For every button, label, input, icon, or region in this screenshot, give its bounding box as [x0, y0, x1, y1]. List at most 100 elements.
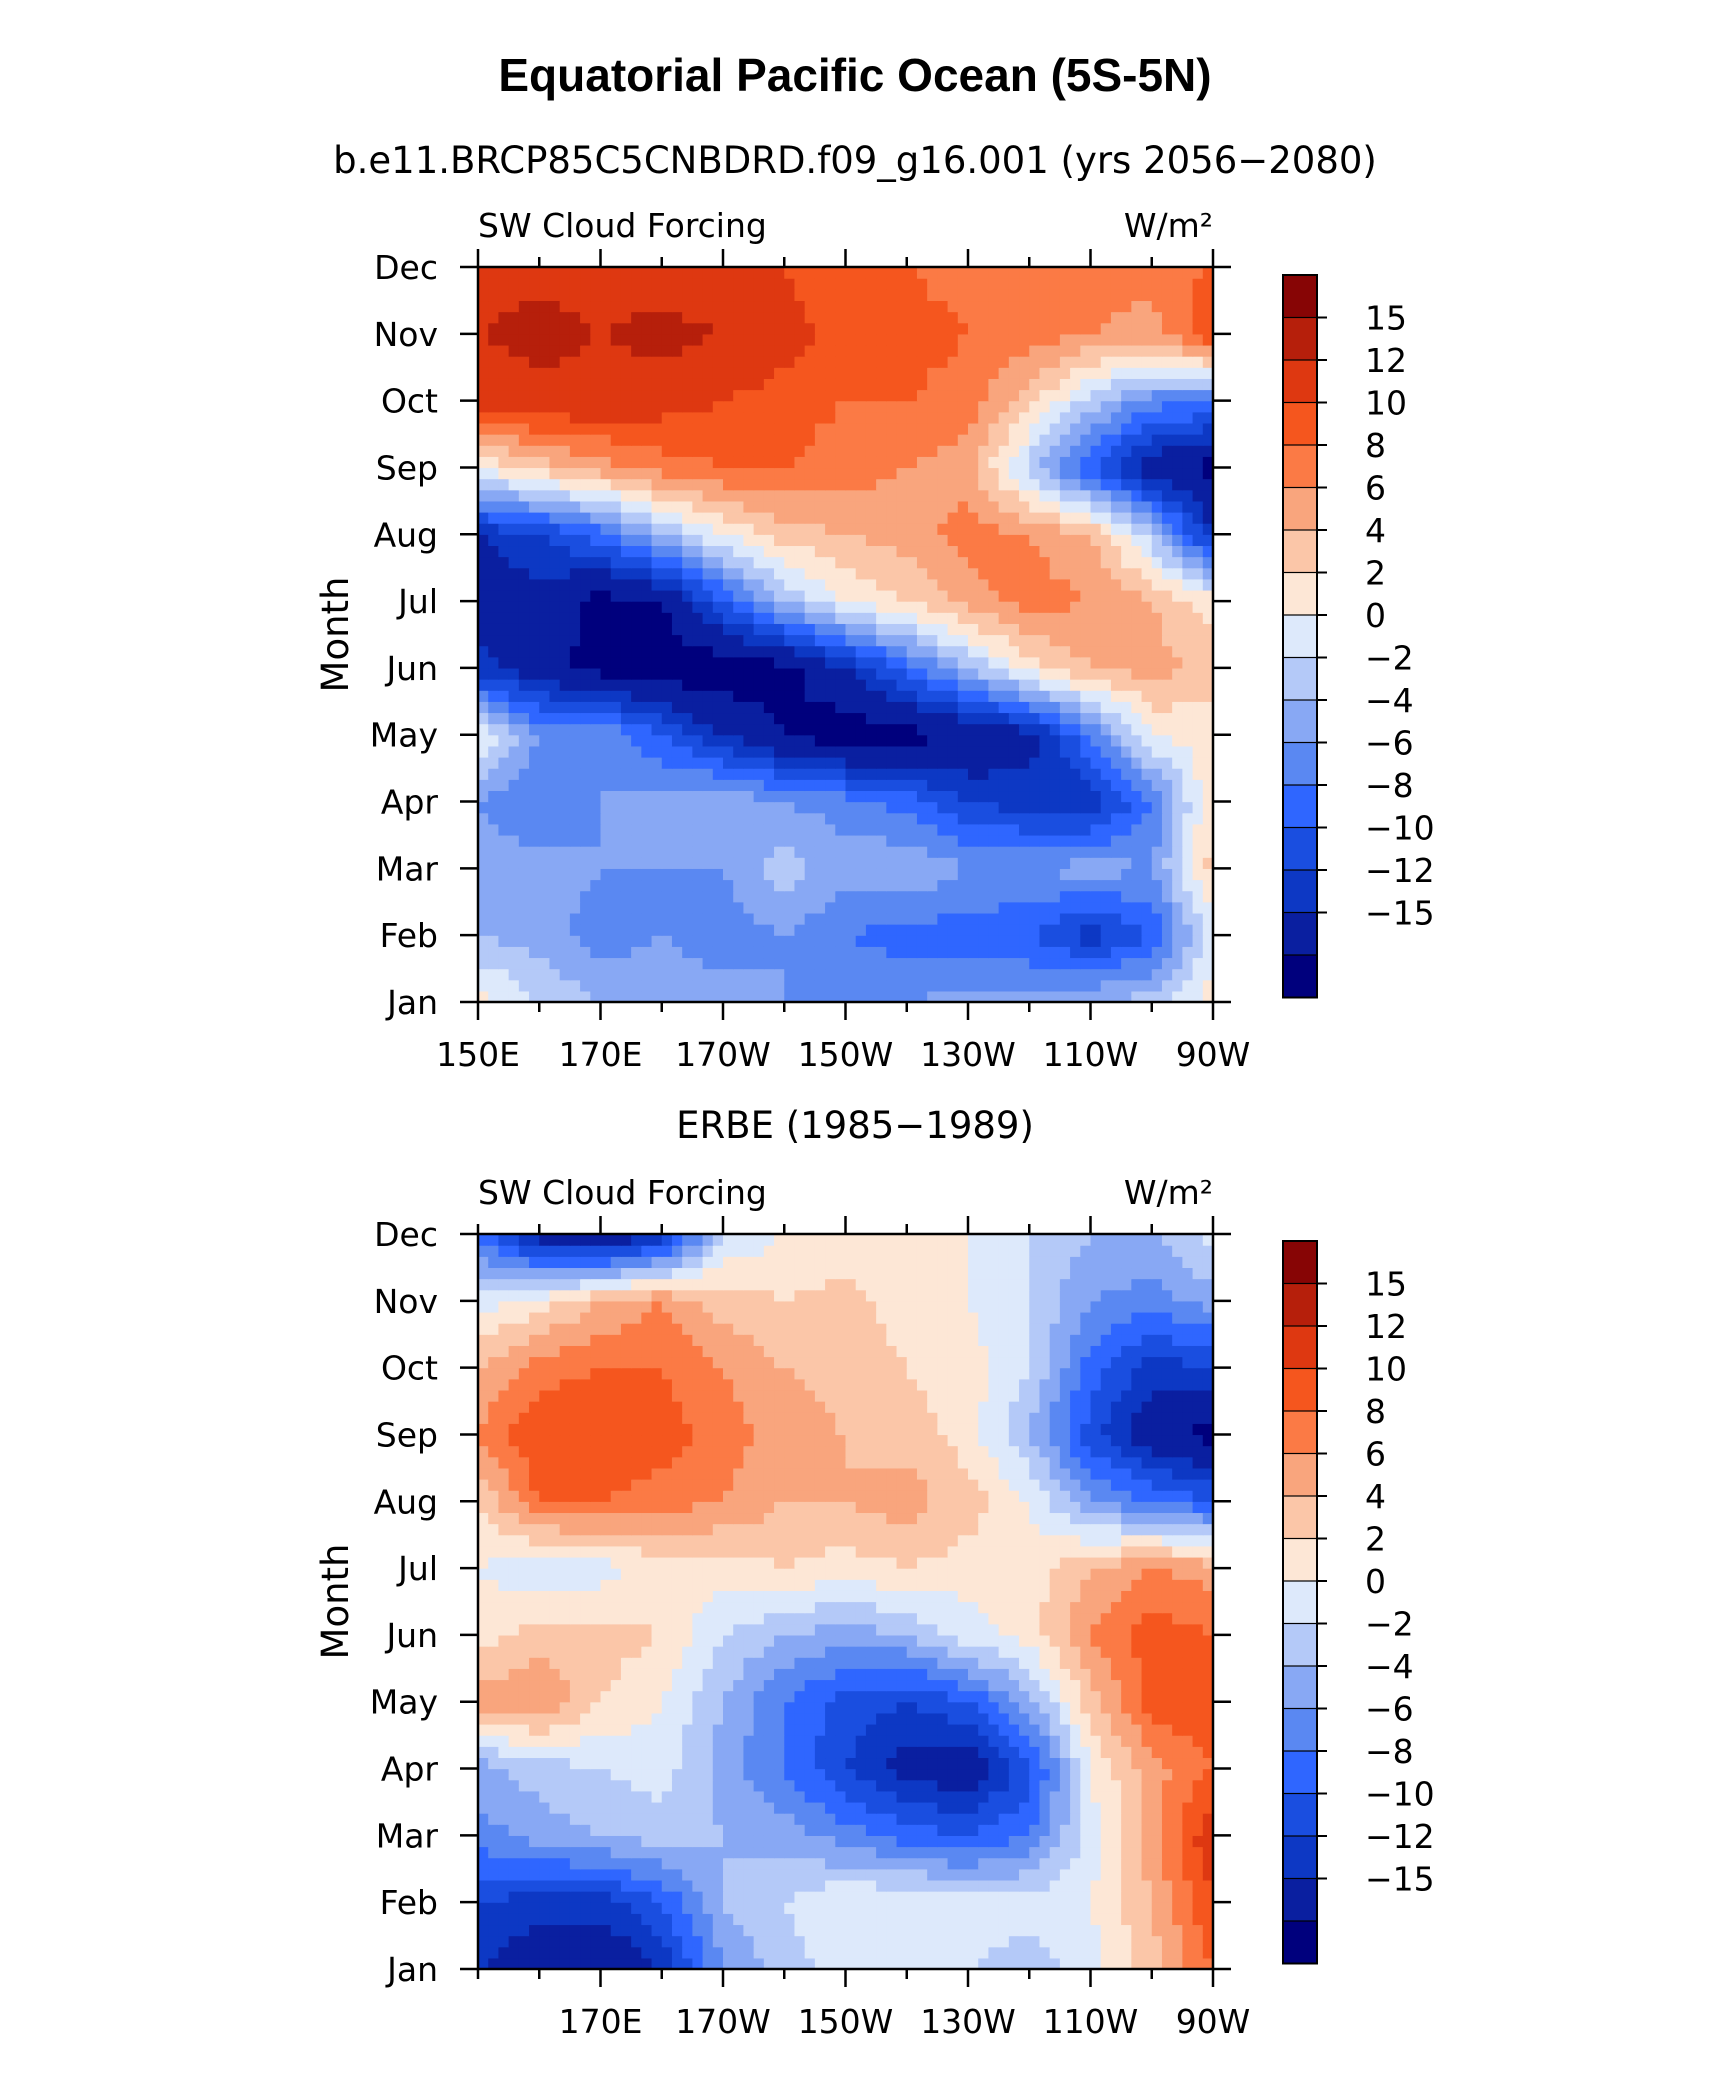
heatmap-cell: [671, 1946, 683, 1959]
heatmap-cell: [559, 779, 571, 792]
heatmap-cell: [845, 990, 857, 1003]
heatmap-cell: [947, 868, 959, 881]
heatmap-cell: [682, 768, 693, 780]
heatmap-cell: [692, 924, 704, 936]
heatmap-cell: [478, 990, 489, 1003]
heatmap-cell: [865, 768, 877, 780]
heatmap-cell: [702, 979, 714, 992]
heatmap-cell: [498, 957, 510, 970]
heatmap-cell: [1008, 879, 1020, 892]
heatmap-cell: [488, 790, 500, 803]
heatmap-cell: [947, 790, 959, 803]
heatmap-cell: [876, 779, 887, 792]
heatmap-cell: [978, 912, 990, 925]
heatmap-cell: [518, 990, 530, 1003]
heatmap-cell: [753, 924, 765, 936]
heatmap-cell: [590, 801, 602, 814]
heatmap-cell: [1029, 990, 1041, 1003]
heatmap-cell: [1110, 879, 1122, 892]
heatmap-cell: [763, 1946, 775, 1959]
heatmap-cell: [1049, 957, 1061, 970]
heatmap-cell: [702, 868, 714, 881]
heatmap-cell: [1029, 957, 1041, 970]
heatmap-cell: [1110, 757, 1122, 769]
heatmap-cell: [478, 946, 489, 959]
heatmap-cell: [855, 935, 867, 947]
heatmap-cell: [508, 990, 520, 1003]
heatmap-cell: [620, 924, 632, 936]
heatmap-cell: [743, 1946, 755, 1959]
heatmap-cell: [641, 834, 653, 847]
heatmap-cell: [804, 745, 816, 758]
heatmap-cell: [1172, 812, 1183, 825]
heatmap-cell: [988, 868, 1000, 881]
heatmap-cell: [692, 912, 704, 925]
heatmap-cell: [488, 957, 500, 970]
heatmap-cell: [712, 723, 724, 736]
heatmap-cell: [927, 979, 938, 992]
heatmap-cell: [886, 790, 898, 803]
heatmap-cell: [529, 924, 540, 936]
heatmap-cell: [1029, 812, 1041, 825]
heatmap-cell: [610, 757, 622, 769]
heatmap-cell: [539, 834, 551, 847]
heatmap-cell: [733, 801, 745, 814]
heatmap-cell: [600, 745, 612, 758]
heatmap-cell: [1141, 946, 1153, 959]
heatmap-cell: [498, 745, 510, 758]
heatmap-cell: [590, 968, 602, 981]
heatmap-cell: [916, 957, 928, 970]
heatmap-cell: [498, 812, 510, 825]
heatmap-cell: [682, 745, 693, 758]
heatmap-cell: [682, 935, 693, 947]
heatmap-cell: [978, 857, 990, 869]
heatmap-cell: [814, 834, 826, 847]
heatmap-cell: [845, 879, 857, 892]
heatmap-cell: [998, 779, 1010, 792]
heatmap-cell: [1019, 834, 1030, 847]
heatmap-cell: [978, 790, 990, 803]
heatmap-cell: [1059, 801, 1071, 814]
heatmap-cell: [865, 935, 877, 947]
heatmap-cell: [620, 834, 632, 847]
heatmap-cell: [896, 1946, 908, 1959]
heatmap-cell: [1029, 879, 1041, 892]
heatmap-cell: [886, 912, 898, 925]
heatmap-cell: [1100, 979, 1112, 992]
heatmap-cell: [702, 912, 714, 925]
heatmap-cell: [692, 868, 704, 881]
heatmap-cell: [988, 890, 1000, 903]
heatmap-cell: [518, 734, 530, 747]
heatmap-cell: [855, 846, 867, 858]
heatmap-cell: [682, 968, 693, 981]
heatmap-cell: [1131, 868, 1143, 881]
heatmap-cell: [549, 846, 561, 858]
heatmap-cell: [865, 834, 877, 847]
heatmap-cell: [1151, 868, 1163, 881]
heatmap-cell: [743, 745, 755, 758]
heatmap-cell: [835, 779, 847, 792]
heatmap-cell: [478, 823, 489, 836]
heatmap-cell: [702, 890, 714, 903]
heatmap-cell: [886, 801, 898, 814]
heatmap-cell: [1059, 935, 1071, 947]
heatmap-cell: [825, 890, 836, 903]
heatmap-cell: [539, 801, 551, 814]
heatmap-cell: [927, 857, 938, 869]
heatmap-cell: [845, 901, 857, 914]
heatmap-cell: [539, 1946, 551, 1959]
heatmap-cell: [1080, 990, 1092, 1003]
heatmap-cell: [835, 801, 847, 814]
heatmap-cell: [763, 868, 775, 881]
heatmap-cell: [998, 912, 1010, 925]
heatmap-cell: [1059, 857, 1071, 869]
heatmap-cell: [1151, 823, 1163, 836]
heatmap-cell: [610, 979, 622, 992]
heatmap-cell: [1172, 779, 1183, 792]
heatmap-cell: [1110, 768, 1122, 780]
heatmap-cell: [988, 946, 1000, 959]
heatmap-cell: [641, 890, 653, 903]
heatmap-cell: [978, 890, 990, 903]
heatmap-cell: [651, 990, 663, 1003]
heatmap-cell: [947, 734, 959, 747]
